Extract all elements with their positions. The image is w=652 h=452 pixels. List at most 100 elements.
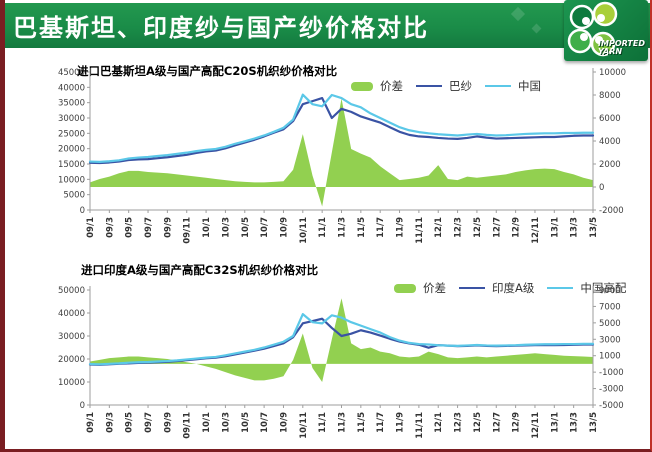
svg-text:12/1: 12/1 bbox=[434, 217, 444, 238]
svg-text:12/7: 12/7 bbox=[492, 412, 502, 433]
pakistan-line-swatch-icon bbox=[416, 85, 442, 87]
svg-text:09/1: 09/1 bbox=[86, 412, 96, 433]
svg-text:6000: 6000 bbox=[599, 114, 621, 124]
svg-text:10000: 10000 bbox=[58, 175, 85, 185]
svg-text:10/3: 10/3 bbox=[221, 412, 231, 433]
svg-text:11/9: 11/9 bbox=[396, 217, 406, 238]
svg-text:12/5: 12/5 bbox=[473, 217, 483, 238]
svg-text:5000: 5000 bbox=[599, 319, 621, 329]
svg-text:11/1: 11/1 bbox=[318, 412, 328, 433]
svg-text:09/3: 09/3 bbox=[105, 217, 115, 238]
svg-text:12/3: 12/3 bbox=[454, 217, 464, 238]
svg-text:25000: 25000 bbox=[58, 129, 85, 139]
legend-label-china-hp: 中国高配 bbox=[580, 281, 627, 295]
svg-text:13/5: 13/5 bbox=[589, 217, 599, 238]
svg-text:15000: 15000 bbox=[58, 160, 85, 170]
svg-text:11/11: 11/11 bbox=[415, 412, 425, 439]
svg-text:30000: 30000 bbox=[58, 332, 85, 342]
clover-icon bbox=[567, 1, 618, 57]
svg-text:12/3: 12/3 bbox=[454, 412, 464, 433]
svg-text:1000: 1000 bbox=[599, 352, 621, 362]
svg-text:10/9: 10/9 bbox=[279, 217, 289, 238]
svg-text:09/9: 09/9 bbox=[163, 217, 173, 238]
chart1-plot: 0500010000150002000025000300003500040000… bbox=[58, 68, 626, 244]
svg-text:10/7: 10/7 bbox=[260, 412, 270, 433]
svg-text:11/3: 11/3 bbox=[338, 217, 348, 238]
svg-text:13/1: 13/1 bbox=[550, 217, 560, 238]
imported-yarn-logo: IMPORTED YARN bbox=[564, 0, 648, 61]
svg-text:11/9: 11/9 bbox=[396, 412, 406, 433]
svg-text:12/9: 12/9 bbox=[512, 217, 522, 238]
svg-text:10000: 10000 bbox=[58, 378, 85, 388]
chart1-title: 进口巴基斯坦A级与国产高配C20S机织纱价格对比 bbox=[77, 64, 338, 78]
svg-text:09/1: 09/1 bbox=[86, 217, 96, 238]
logo-text: IMPORTED YARN bbox=[598, 39, 645, 56]
spread-swatch-icon bbox=[351, 81, 373, 91]
svg-text:10/5: 10/5 bbox=[241, 217, 251, 238]
svg-text:9000: 9000 bbox=[599, 286, 621, 296]
chart2-title: 进口印度A级与国产高配C32S机织纱价格对比 bbox=[81, 263, 319, 277]
legend-label-india: 印度A级 bbox=[492, 281, 535, 295]
svg-text:40000: 40000 bbox=[58, 83, 85, 93]
svg-text:10/11: 10/11 bbox=[299, 412, 309, 439]
svg-text:10000: 10000 bbox=[599, 68, 626, 78]
svg-text:11/7: 11/7 bbox=[376, 217, 386, 238]
svg-text:12/1: 12/1 bbox=[434, 412, 444, 433]
svg-text:-5000: -5000 bbox=[599, 401, 624, 411]
svg-text:0: 0 bbox=[80, 206, 85, 216]
svg-text:09/3: 09/3 bbox=[105, 412, 115, 433]
svg-text:11/3: 11/3 bbox=[338, 412, 348, 433]
svg-text:0: 0 bbox=[80, 401, 85, 411]
svg-text:3000: 3000 bbox=[599, 335, 621, 345]
svg-text:09/9: 09/9 bbox=[163, 412, 173, 433]
svg-text:11/1: 11/1 bbox=[318, 217, 328, 238]
svg-text:13/3: 13/3 bbox=[570, 217, 580, 238]
svg-text:09/5: 09/5 bbox=[125, 412, 135, 433]
svg-text:35000: 35000 bbox=[58, 99, 85, 109]
svg-text:0: 0 bbox=[599, 183, 604, 193]
svg-text:10/5: 10/5 bbox=[241, 412, 251, 433]
india-line-swatch-icon bbox=[459, 287, 485, 289]
svg-text:10/9: 10/9 bbox=[279, 412, 289, 433]
svg-text:50000: 50000 bbox=[58, 286, 85, 296]
svg-text:7000: 7000 bbox=[599, 302, 621, 312]
spread-swatch-icon bbox=[394, 283, 416, 293]
svg-text:11/5: 11/5 bbox=[357, 412, 367, 433]
svg-text:12/11: 12/11 bbox=[531, 412, 541, 439]
legend-label-spread: 价差 bbox=[380, 79, 403, 93]
svg-text:13/1: 13/1 bbox=[550, 412, 560, 433]
china-hp-line-swatch-icon bbox=[547, 287, 574, 289]
chart2-legend: 价差 印度A级 中国高配 bbox=[391, 279, 636, 297]
svg-text:-1000: -1000 bbox=[599, 368, 624, 378]
svg-text:10/7: 10/7 bbox=[260, 217, 270, 238]
svg-text:40000: 40000 bbox=[58, 309, 85, 319]
svg-text:09/7: 09/7 bbox=[144, 217, 154, 238]
svg-text:13/5: 13/5 bbox=[589, 412, 599, 433]
diamond-deco-icon bbox=[531, 23, 542, 34]
svg-text:10/1: 10/1 bbox=[202, 412, 212, 433]
svg-text:09/11: 09/11 bbox=[183, 412, 193, 439]
svg-text:11/5: 11/5 bbox=[357, 217, 367, 238]
svg-text:8000: 8000 bbox=[599, 91, 621, 101]
legend-label-pakistan: 巴纱 bbox=[449, 79, 472, 93]
page-title: 巴基斯坦、印度纱与国产纱价格对比 bbox=[13, 14, 429, 42]
title-bar: 巴基斯坦、印度纱与国产纱价格对比 bbox=[5, 3, 650, 48]
svg-text:12/11: 12/11 bbox=[531, 217, 541, 244]
svg-text:09/7: 09/7 bbox=[144, 412, 154, 433]
svg-text:10/1: 10/1 bbox=[202, 217, 212, 238]
svg-text:12/9: 12/9 bbox=[512, 412, 522, 433]
svg-text:4000: 4000 bbox=[599, 137, 621, 147]
legend-label-china: 中国 bbox=[518, 79, 541, 93]
svg-text:12/5: 12/5 bbox=[473, 412, 483, 433]
svg-text:45000: 45000 bbox=[58, 68, 85, 78]
chart1-legend: 价差 巴纱 中国 bbox=[348, 77, 550, 95]
svg-text:11/7: 11/7 bbox=[376, 412, 386, 433]
svg-text:11/11: 11/11 bbox=[415, 217, 425, 244]
svg-text:20000: 20000 bbox=[58, 355, 85, 365]
svg-text:09/5: 09/5 bbox=[125, 217, 135, 238]
svg-text:09/11: 09/11 bbox=[183, 217, 193, 244]
svg-text:10/3: 10/3 bbox=[221, 217, 231, 238]
svg-text:2000: 2000 bbox=[599, 160, 621, 170]
china-line-swatch-icon bbox=[485, 85, 511, 87]
